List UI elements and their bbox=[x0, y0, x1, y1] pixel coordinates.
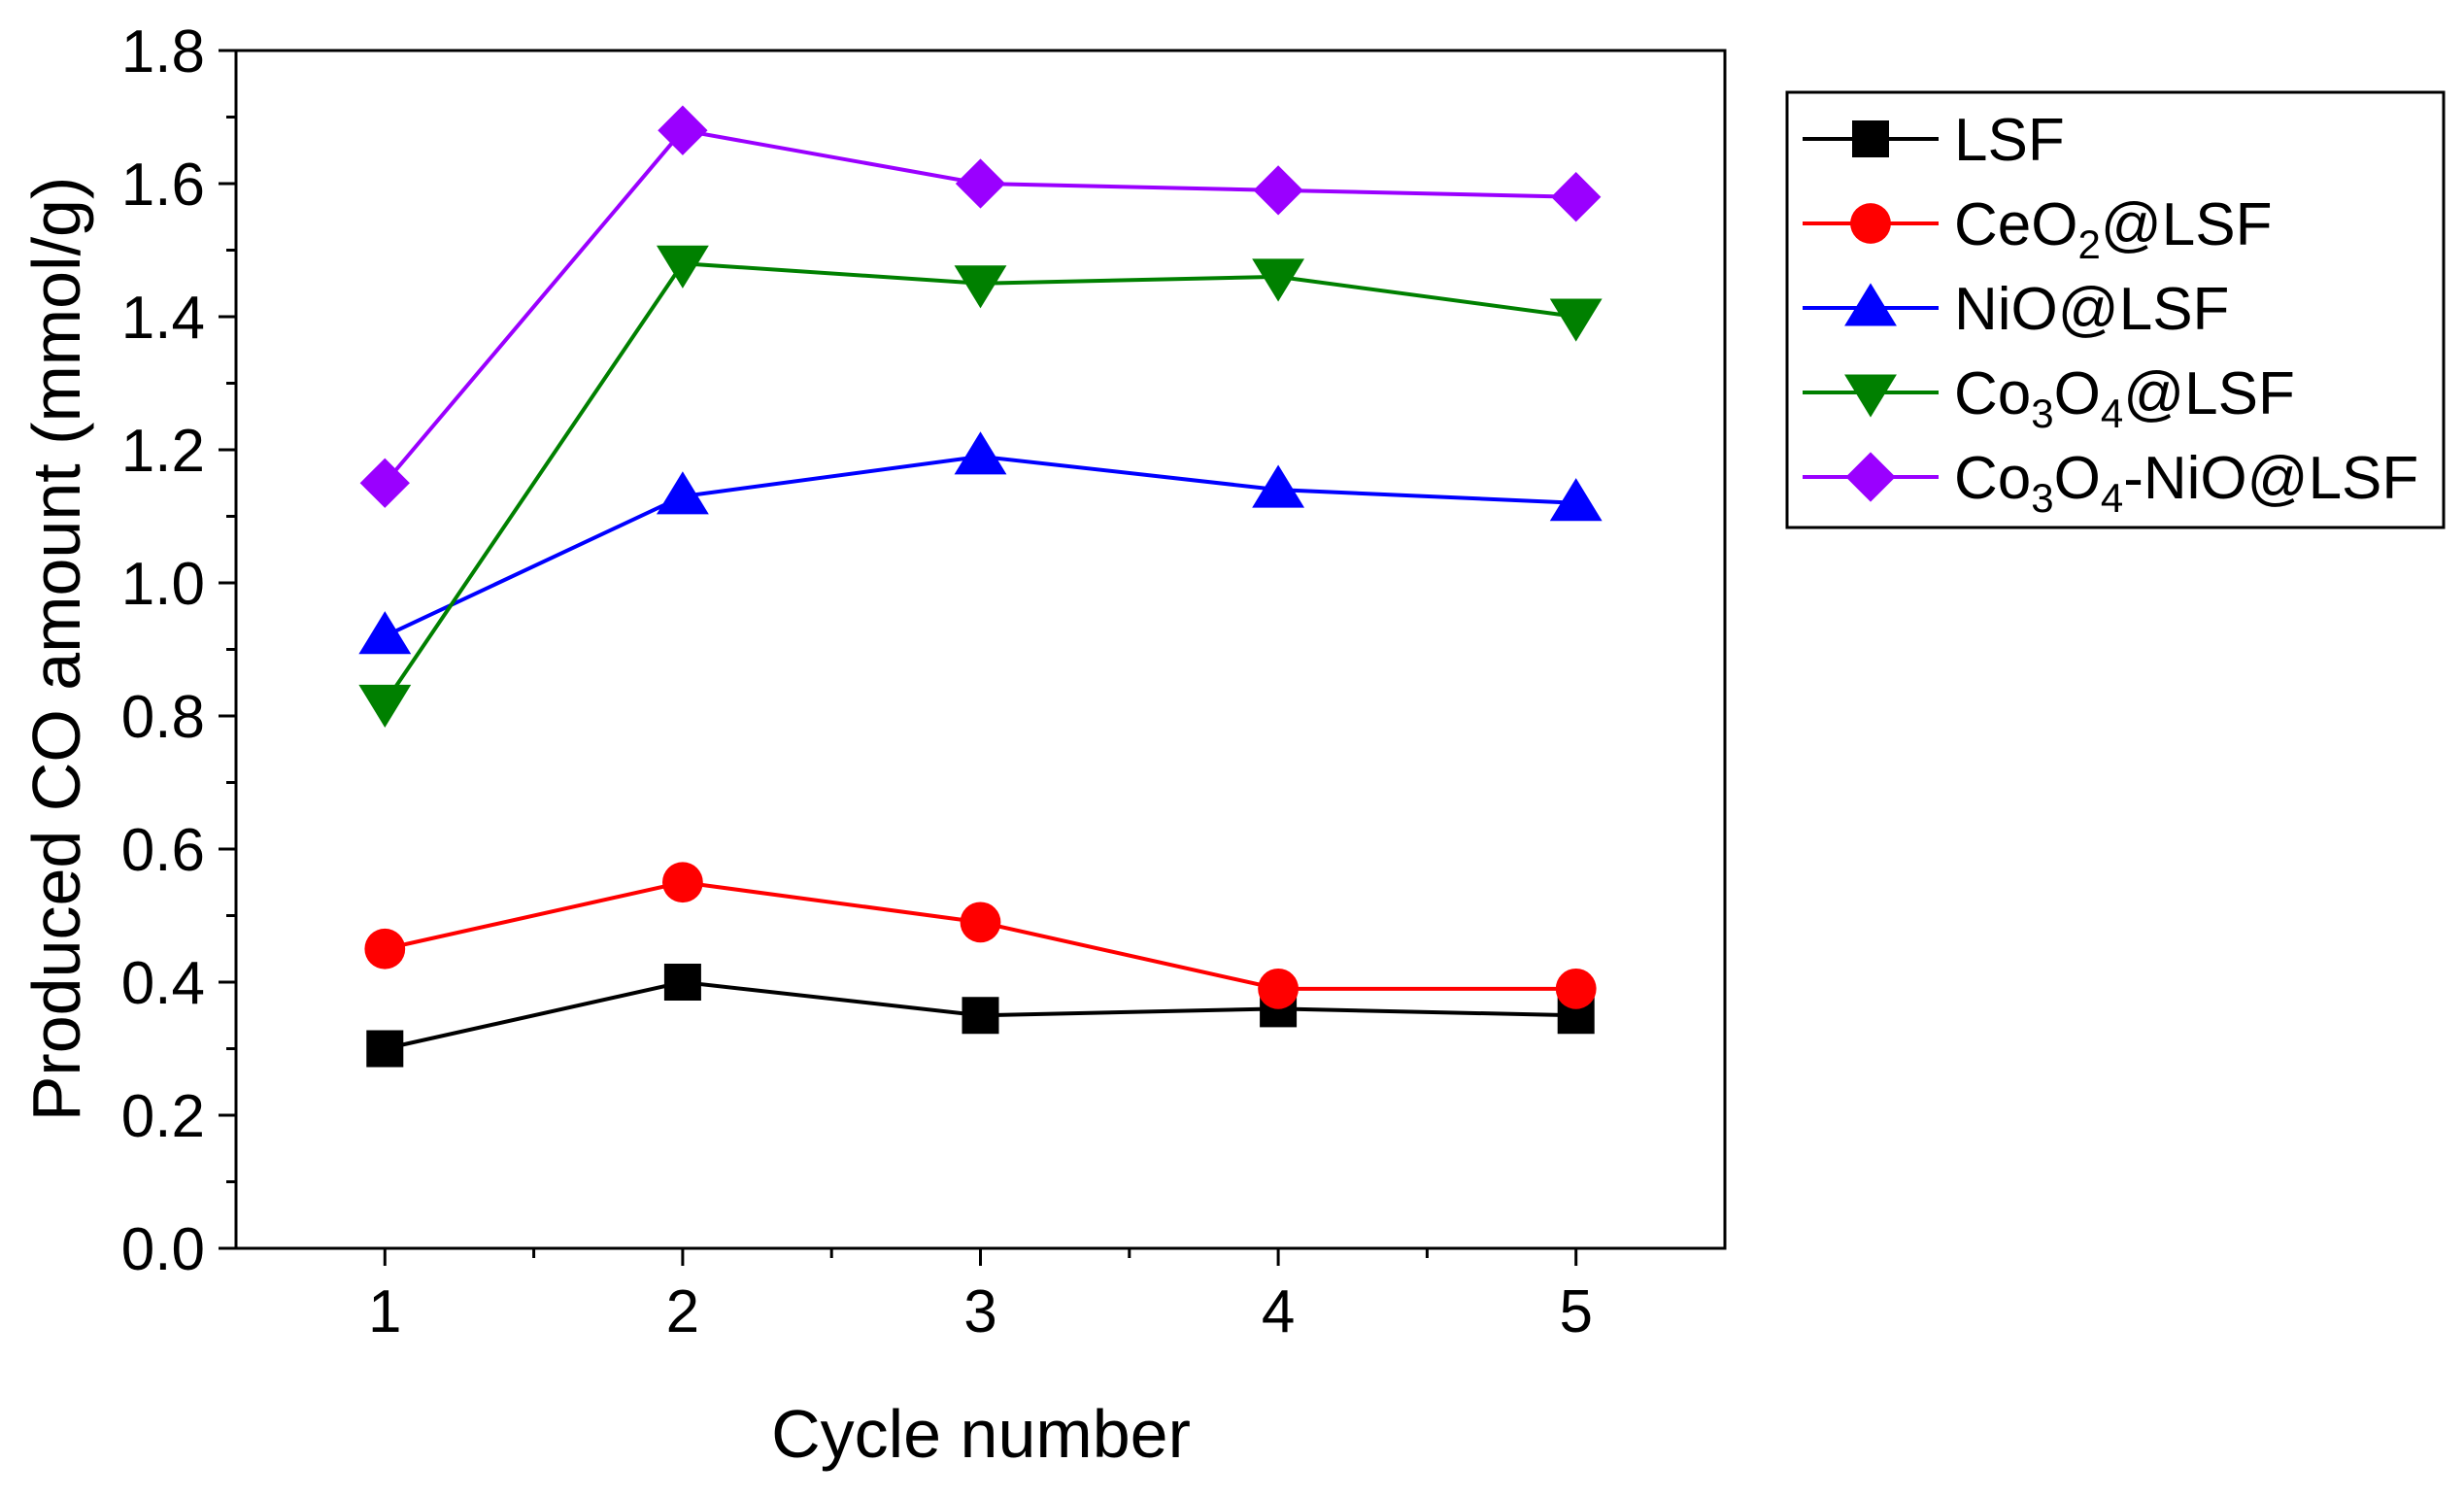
data-point-co3o4-nio-lsf bbox=[1551, 172, 1602, 222]
legend-item-nio-lsf: NiO@LSF bbox=[1803, 276, 2229, 343]
data-point-ceo2-lsf bbox=[662, 862, 703, 903]
data-point-co3o4-lsf bbox=[954, 265, 1007, 309]
series-nio-lsf bbox=[358, 431, 1603, 655]
data-point-lsf bbox=[962, 997, 999, 1035]
x-tick-label: 4 bbox=[1262, 1278, 1295, 1345]
data-point-ceo2-lsf bbox=[960, 902, 1001, 943]
y-tick-label: 1.0 bbox=[121, 551, 205, 618]
x-tick-label: 5 bbox=[1559, 1278, 1592, 1345]
data-point-co3o4-nio-lsf bbox=[658, 105, 708, 155]
legend-item-co3o4-nio-lsf: Co3O4-NiO@LSF bbox=[1803, 445, 2418, 521]
data-point-ceo2-lsf bbox=[1555, 968, 1597, 1009]
data-point-ceo2-lsf bbox=[364, 928, 406, 970]
y-axis-title: Produced CO amount (mmol/g) bbox=[18, 177, 94, 1122]
data-point-co3o4-lsf bbox=[1549, 298, 1603, 342]
y-tick-label: 1.4 bbox=[121, 285, 205, 352]
legend-marker bbox=[1850, 203, 1891, 244]
legend-marker bbox=[1844, 374, 1897, 418]
data-point-lsf bbox=[366, 1030, 404, 1068]
y-tick-label: 1.8 bbox=[121, 18, 205, 85]
data-point-nio-lsf bbox=[358, 611, 412, 655]
legend-label: NiO@LSF bbox=[1954, 276, 2229, 343]
series-co3o4-lsf bbox=[358, 245, 1603, 728]
series-line-co3o4-lsf bbox=[383, 261, 1576, 704]
series-ceo2-lsf bbox=[364, 862, 1597, 1009]
legend-marker bbox=[1845, 452, 1896, 502]
legend: LSF CeO2@LSF NiO@LSF Co3O4@LSF Co3O4-NiO@LSF bbox=[1785, 90, 2446, 529]
legend-label: LSF bbox=[1954, 107, 2065, 174]
series-group bbox=[358, 105, 1603, 1068]
data-point-nio-lsf bbox=[954, 431, 1007, 475]
data-point-co3o4-nio-lsf bbox=[1253, 165, 1303, 216]
legend-label: CeO2@LSF bbox=[1954, 191, 2273, 267]
legend-marker bbox=[1844, 283, 1897, 326]
y-tick-label: 1.2 bbox=[121, 418, 205, 485]
y-tick-label: 0.6 bbox=[121, 817, 205, 884]
x-axis-title: Cycle number bbox=[771, 1396, 1191, 1472]
data-point-nio-lsf bbox=[1549, 478, 1603, 522]
series-lsf bbox=[366, 964, 1595, 1068]
plot-frame bbox=[234, 49, 1727, 1250]
legend-marker bbox=[1852, 120, 1889, 157]
series-co3o4-nio-lsf bbox=[359, 105, 1602, 508]
legend-label: Co3O4@LSF bbox=[1954, 360, 2295, 436]
data-point-lsf bbox=[663, 964, 701, 1001]
legend-label: Co3O4-NiO@LSF bbox=[1954, 445, 2418, 521]
y-tick-label: 0.4 bbox=[121, 950, 205, 1017]
series-line-nio-lsf bbox=[384, 454, 1576, 638]
data-point-ceo2-lsf bbox=[1258, 968, 1299, 1009]
legend-item-lsf: LSF bbox=[1803, 107, 2065, 174]
data-point-co3o4-lsf bbox=[1252, 258, 1305, 302]
x-tick-label: 3 bbox=[963, 1278, 996, 1345]
data-point-co3o4-nio-lsf bbox=[955, 158, 1006, 209]
data-point-co3o4-lsf bbox=[656, 245, 709, 289]
axes: 0.0 0.2 0.4 0.6 0.8 1.0 1.2 1.4 1.6 1.8 1 2 3 4 5 bbox=[121, 18, 1727, 1345]
y-tick-label: 0.0 bbox=[121, 1216, 205, 1283]
legend-item-co3o4-lsf: Co3O4@LSF bbox=[1803, 360, 2295, 436]
data-point-co3o4-lsf bbox=[358, 684, 412, 728]
x-tick-label: 2 bbox=[666, 1278, 699, 1345]
data-point-nio-lsf bbox=[656, 471, 709, 515]
y-tick-label: 0.8 bbox=[121, 684, 205, 751]
y-tick-label: 0.2 bbox=[121, 1083, 205, 1150]
legend-item-ceo2-lsf: CeO2@LSF bbox=[1803, 191, 2273, 267]
data-point-co3o4-nio-lsf bbox=[359, 458, 410, 508]
x-tick-label: 1 bbox=[368, 1278, 401, 1345]
y-tick-label: 1.6 bbox=[121, 152, 205, 219]
data-point-nio-lsf bbox=[1252, 464, 1305, 508]
